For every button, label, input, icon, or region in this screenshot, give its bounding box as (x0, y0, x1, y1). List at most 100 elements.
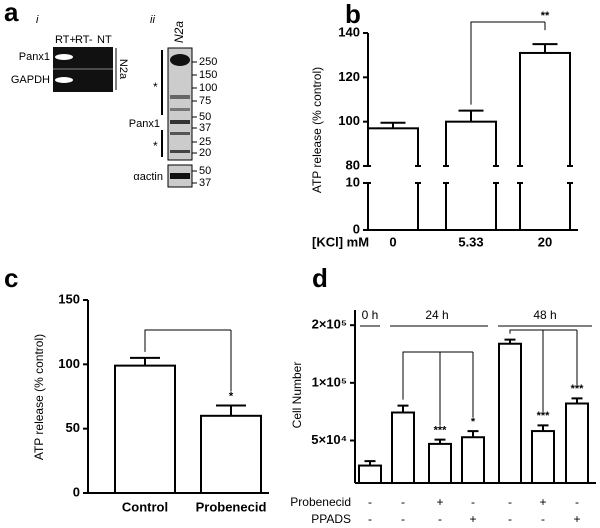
condition-sign: - (438, 512, 442, 526)
error-bar (434, 438, 446, 444)
condition-sign: - (575, 495, 579, 509)
error-bar (504, 338, 516, 344)
bar (391, 411, 415, 484)
row-label: GAPDH (11, 74, 50, 86)
condition-sign: + (436, 495, 443, 509)
condition-sign: + (573, 512, 580, 526)
y-tick-label: 100 (338, 113, 360, 128)
marker-label: 37 (199, 122, 211, 134)
y-tick-label: 50 (66, 420, 80, 435)
significance: *** (571, 383, 585, 395)
marker-label: 150 (199, 69, 217, 81)
asterisk: * (153, 80, 158, 94)
band-label: Panx1 (129, 118, 160, 130)
bar (200, 414, 262, 494)
gel-band (170, 120, 190, 124)
significance: ** (541, 10, 550, 22)
y-tick-label: 10 (346, 174, 360, 189)
condition-sign: - (368, 512, 372, 526)
cell-line: N2a (117, 59, 129, 80)
panel-a: a i RT+ RT- NT Panx1 GAPDH N2a ii N2a * … (4, 0, 193, 188)
x-tick-label: Probenecid (196, 499, 267, 514)
sub-label: ii (150, 14, 155, 26)
row-label: PPADS (311, 512, 351, 526)
y-tick-label: 5×10⁴ (311, 432, 347, 447)
gel-band (170, 108, 190, 111)
bar (519, 51, 571, 232)
bar (461, 436, 485, 485)
error-bar (380, 121, 406, 129)
marker-label: 20 (199, 147, 211, 159)
error-bar (571, 397, 583, 404)
marker-label: 100 (199, 82, 217, 94)
bar (114, 364, 176, 494)
panel-letter: b (345, 0, 361, 29)
gel (167, 47, 193, 161)
condition-sign: - (471, 495, 475, 509)
gel-band (55, 77, 73, 83)
row-label: Panx1 (19, 51, 50, 63)
y-axis-label: ATP release (% control) (32, 334, 46, 460)
condition-sign: + (469, 512, 476, 526)
significance: * (471, 416, 476, 428)
y-tick-label: 1×10⁵ (312, 374, 347, 389)
y-axis-label: Cell Number (290, 362, 304, 429)
y-tick-label: 0 (73, 484, 80, 499)
bar (531, 430, 555, 484)
sub-label: i (36, 14, 39, 26)
comparison-bracket (470, 21, 546, 105)
bar (358, 464, 382, 485)
x-tick-label: 20 (538, 234, 552, 249)
condition-sign: - (401, 512, 405, 526)
error-bar (467, 430, 479, 438)
y-tick-label: 120 (338, 69, 360, 84)
comparison-bracket (144, 329, 232, 392)
error-bar (397, 404, 409, 413)
time-label: 48 h (533, 308, 556, 322)
row-label: Probenecid (290, 495, 351, 509)
actin-label: αactin (133, 171, 163, 183)
significance: *** (434, 425, 448, 437)
time-label: 0 h (362, 308, 379, 322)
gel-band (55, 54, 73, 60)
marker-label: 250 (199, 56, 217, 68)
condition-sign: - (508, 495, 512, 509)
lane-label: RT+ (55, 34, 76, 46)
error-bar (458, 109, 484, 122)
gel-band (170, 54, 190, 66)
y-tick-label: 150 (58, 291, 80, 306)
x-tick-label: 5.33 (458, 234, 483, 249)
asterisk: * (153, 139, 158, 153)
marker-label: 75 (199, 95, 211, 107)
time-label: 24 h (425, 308, 448, 322)
marker-label: 25 (199, 136, 211, 148)
marker-label: 50 (199, 165, 211, 177)
error-bar (130, 356, 160, 366)
gel-band (170, 150, 190, 153)
comparison-bracket (509, 329, 578, 412)
x-tick-label: 0 (389, 234, 396, 249)
significance: *** (537, 410, 551, 422)
condition-sign: - (401, 495, 405, 509)
marker-label: 37 (199, 177, 211, 189)
error-bar (364, 460, 376, 466)
bar (498, 342, 522, 485)
error-bar (216, 404, 246, 416)
y-tick-label: 140 (338, 24, 360, 39)
marker-label: 50 (199, 111, 211, 123)
comparison-bracket (402, 351, 474, 426)
panel-letter: d (312, 263, 328, 293)
gel-band (170, 173, 190, 179)
gel-band (170, 95, 190, 99)
y-tick-label: 80 (346, 157, 360, 172)
lane-label: NT (97, 34, 112, 46)
error-bar (532, 43, 558, 53)
y-tick-label: 100 (58, 356, 80, 371)
condition-sign: - (541, 512, 545, 526)
y-axis-label: ATP release (% control) (310, 67, 324, 193)
lane-label: RT- (75, 34, 93, 46)
cell-line: N2a (172, 21, 186, 43)
bar (428, 442, 452, 485)
panel-letter: a (4, 0, 19, 27)
